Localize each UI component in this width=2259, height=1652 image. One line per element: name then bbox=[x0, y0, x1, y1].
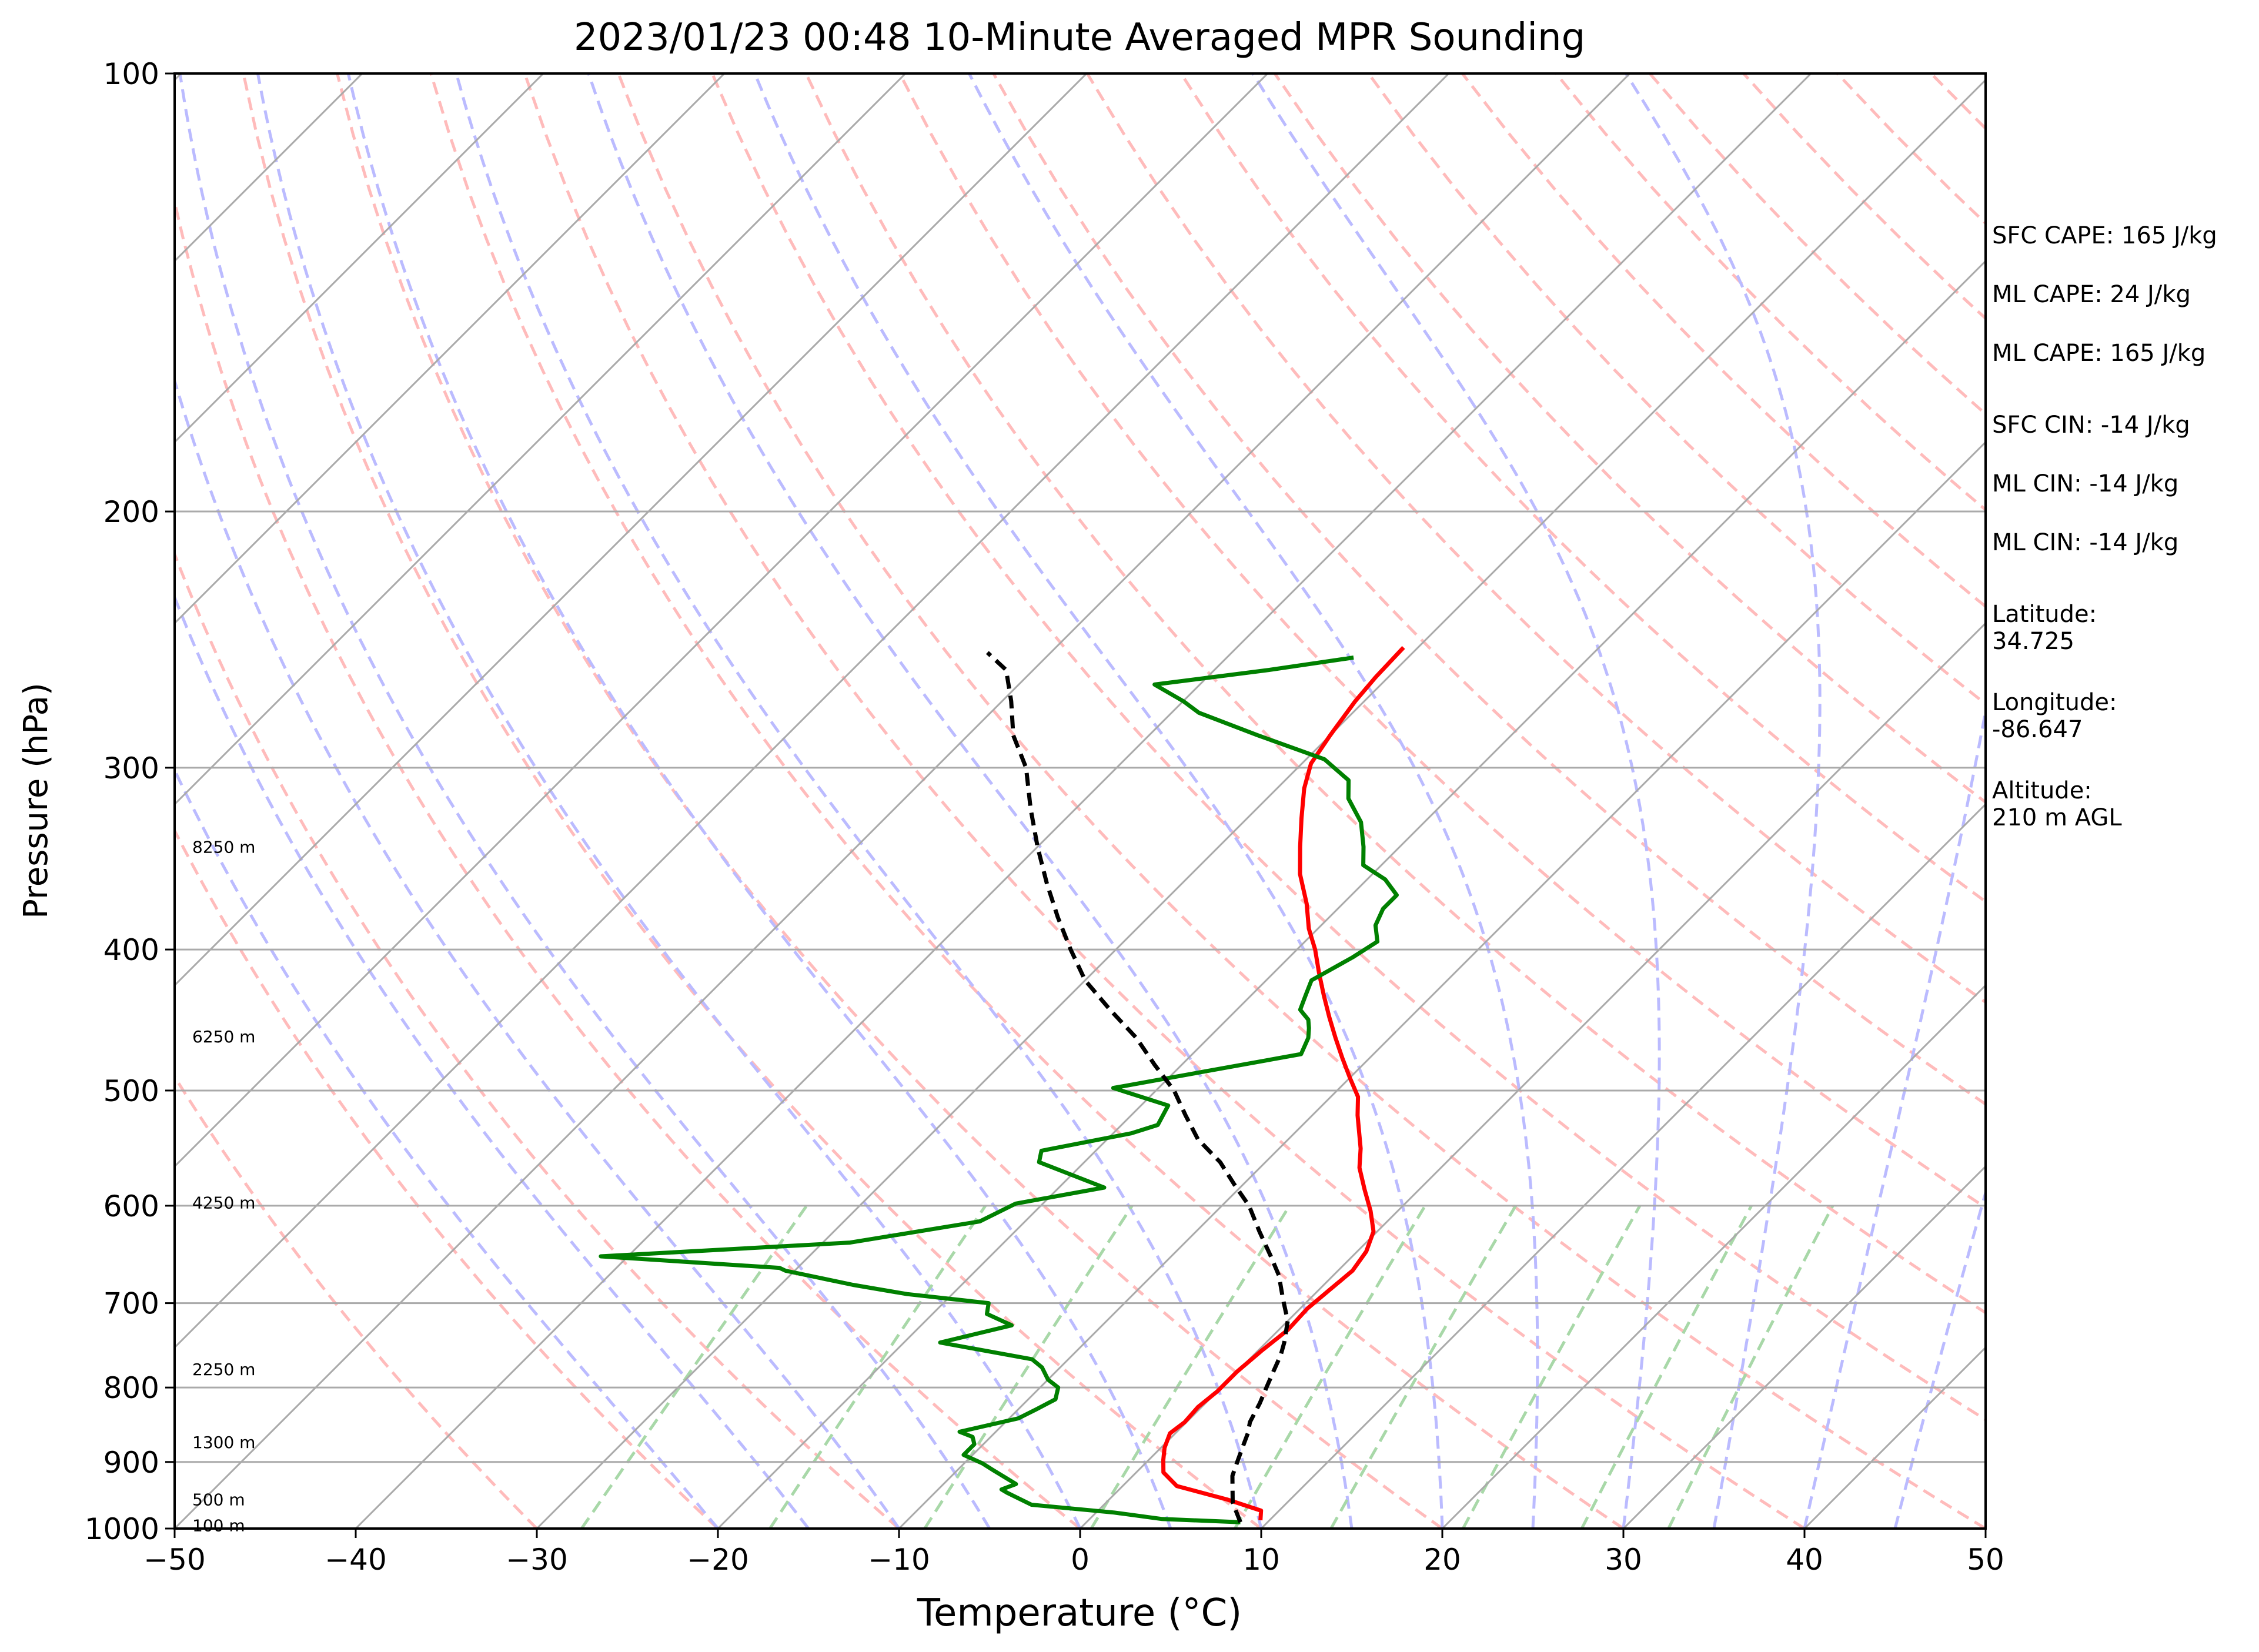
dry-adiabat bbox=[523, 73, 1806, 1529]
isotherm bbox=[175, 73, 907, 806]
mixing-ratio-line bbox=[768, 1205, 987, 1529]
stat-text: ML CAPE: 24 J/kg bbox=[1992, 281, 2191, 308]
isotherm bbox=[175, 73, 544, 444]
moist-adiabat bbox=[1893, 1187, 1986, 1529]
height-label: 100 m bbox=[192, 1516, 245, 1536]
pressure-gridlines bbox=[175, 72, 1986, 1530]
isotherm bbox=[175, 73, 1088, 987]
y-tick-label: 100 bbox=[103, 57, 159, 91]
height-label: 1300 m bbox=[192, 1433, 255, 1452]
x-axis-label: Temperature (°C) bbox=[917, 1591, 1242, 1635]
plot-frame bbox=[173, 72, 1987, 1530]
height-label: 500 m bbox=[192, 1490, 245, 1510]
moist-adiabat bbox=[968, 73, 1539, 1529]
moist-adiabat bbox=[175, 767, 719, 1529]
moist-adiabat bbox=[587, 73, 1354, 1529]
dry-adiabat bbox=[898, 73, 1986, 1210]
x-tick-label: −40 bbox=[325, 1543, 387, 1577]
dry-adiabat bbox=[617, 73, 1986, 1529]
height-label: 2250 m bbox=[192, 1360, 255, 1379]
x-tick-label: −10 bbox=[868, 1543, 930, 1577]
moist-adiabat bbox=[1625, 73, 1822, 1529]
isotherm bbox=[175, 73, 1631, 1529]
isotherm bbox=[536, 78, 1986, 1529]
moist-adiabat bbox=[1803, 703, 1986, 1529]
mixing-ratio-line bbox=[1580, 1205, 1753, 1529]
x-tick-label: 10 bbox=[1242, 1543, 1280, 1577]
y-tick-label: 700 bbox=[103, 1287, 159, 1321]
dry-adiabat bbox=[804, 73, 1986, 1315]
isotherm bbox=[1441, 984, 1986, 1529]
dry-adiabat bbox=[175, 550, 900, 1529]
chart-title: 2023/01/23 00:48 10-Minute Averaged MPR … bbox=[574, 16, 1585, 59]
y-tick-label: 300 bbox=[103, 751, 159, 785]
sounding-series bbox=[985, 651, 1290, 1523]
height-label: 6250 m bbox=[192, 1027, 255, 1046]
y-axis-ticks: 100 200 300 400 500 600 700 800 900 1000 bbox=[85, 57, 175, 1546]
y-axis-label: Pressure (hPa) bbox=[17, 683, 55, 919]
x-tick-label: −50 bbox=[143, 1543, 206, 1577]
x-axis-ticks: −50 −40 −30 −20 −10 0 10 20 30 40 50 bbox=[143, 1529, 2004, 1577]
dry-adiabat bbox=[175, 196, 1081, 1529]
y-tick-label: 400 bbox=[103, 933, 159, 967]
background-lines bbox=[175, 73, 1986, 1529]
x-tick-label: 30 bbox=[1605, 1543, 1642, 1577]
stat-text: Longitude: -86.647 bbox=[1992, 689, 2117, 743]
x-tick-label: 50 bbox=[1967, 1543, 2004, 1577]
moist-adiabat bbox=[256, 73, 1082, 1529]
dry-adiabat bbox=[175, 827, 719, 1529]
stat-text: Altitude: 210 m AGL bbox=[1992, 777, 2122, 831]
stat-text: SFC CAPE: 165 J/kg bbox=[1992, 222, 2217, 249]
dry-adiabat bbox=[1273, 73, 1986, 804]
isotherm bbox=[175, 73, 1269, 1168]
x-tick-label: −30 bbox=[506, 1543, 568, 1577]
y-tick-label: 200 bbox=[103, 495, 159, 529]
dry-adiabat bbox=[1085, 73, 1986, 1004]
y-tick-label: 1000 bbox=[85, 1512, 159, 1546]
isotherm bbox=[1260, 802, 1986, 1529]
moist-adiabat bbox=[178, 73, 991, 1529]
moist-adiabat bbox=[346, 73, 1172, 1529]
dry-adiabat bbox=[242, 73, 1262, 1529]
series-group bbox=[599, 646, 1405, 1524]
isotherm bbox=[1622, 1165, 1986, 1529]
dry-adiabat bbox=[175, 1074, 538, 1529]
isotherm bbox=[175, 73, 1450, 1349]
height-label: 8250 m bbox=[192, 837, 255, 857]
moist-adiabat bbox=[753, 73, 1444, 1529]
dry-adiabat bbox=[711, 73, 1986, 1422]
y-tick-label: 600 bbox=[103, 1189, 159, 1223]
stat-text: ML CAPE: 165 J/kg bbox=[1992, 340, 2206, 367]
mixing-ratio-line bbox=[1234, 1205, 1426, 1529]
y-tick-label: 500 bbox=[103, 1074, 159, 1108]
moist-adiabat bbox=[455, 73, 1263, 1529]
isotherm bbox=[355, 73, 1812, 1529]
isotherm bbox=[1079, 621, 1986, 1529]
x-tick-label: −20 bbox=[687, 1543, 749, 1577]
sounding-series bbox=[1161, 646, 1405, 1521]
x-tick-label: 0 bbox=[1071, 1543, 1090, 1577]
height-label: 4250 m bbox=[192, 1193, 255, 1213]
height-labels: 100 m 500 m 1300 m 2250 m 4250 m 6250 m 8250 m bbox=[192, 837, 255, 1535]
x-tick-label: 40 bbox=[1786, 1543, 1823, 1577]
mixing-ratio-line bbox=[1090, 1205, 1291, 1529]
isotherm bbox=[898, 440, 1986, 1529]
moist-adiabat bbox=[175, 593, 810, 1529]
isotherm bbox=[175, 73, 726, 625]
sounding-series bbox=[599, 656, 1399, 1524]
x-tick-label: 20 bbox=[1423, 1543, 1461, 1577]
stat-text: Latitude: 34.725 bbox=[1992, 601, 2097, 655]
moist-adiabat bbox=[175, 375, 901, 1529]
dry-adiabat bbox=[336, 73, 1443, 1529]
stat-text: ML CIN: -14 J/kg bbox=[1992, 529, 2179, 556]
y-tick-label: 900 bbox=[103, 1446, 159, 1480]
y-tick-label: 800 bbox=[103, 1371, 159, 1405]
stat-text: SFC CIN: -14 J/kg bbox=[1992, 412, 2190, 439]
moist-adiabat bbox=[1251, 73, 1661, 1529]
isotherm bbox=[717, 259, 1986, 1529]
stat-text: ML CIN: -14 J/kg bbox=[1992, 470, 2179, 497]
mixing-ratio-line bbox=[1667, 1205, 1834, 1529]
